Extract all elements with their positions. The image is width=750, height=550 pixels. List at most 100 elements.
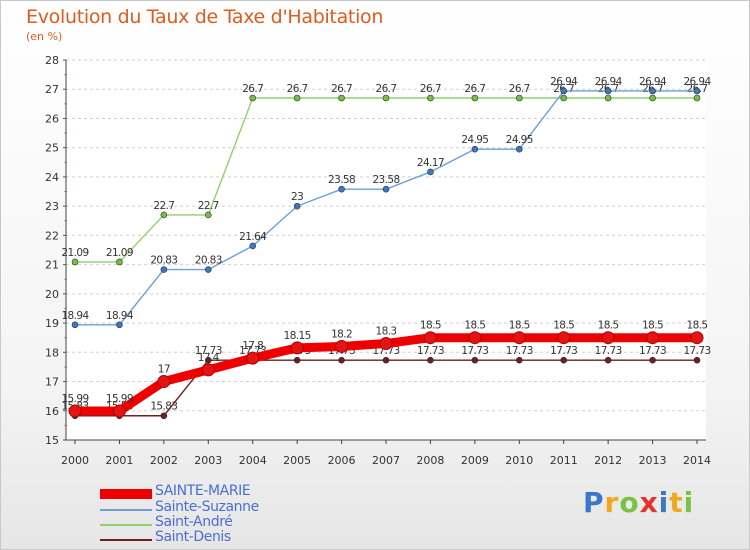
data-label-saint-andre: 26.7	[242, 83, 263, 95]
y-tick-label: 23	[45, 200, 59, 213]
data-point-sainte-marie	[512, 331, 526, 345]
y-tick-label: 24	[45, 171, 59, 184]
data-label-sainte-marie: 18.5	[464, 320, 485, 332]
data-point-sainte-suzanne	[515, 145, 523, 153]
data-label-saint-andre: 26.7	[420, 83, 441, 95]
data-point-sainte-suzanne	[427, 168, 434, 176]
y-tick-label: 18	[45, 346, 59, 359]
data-point-saint-denis	[204, 356, 212, 364]
data-label-sainte-suzanne: 26.94	[683, 76, 711, 88]
data-label-sainte-marie: 18.5	[687, 320, 708, 332]
data-label-sainte-marie: 18.5	[509, 320, 530, 332]
data-point-saint-denis	[382, 356, 390, 364]
data-label-saint-denis: 17.73	[639, 345, 666, 357]
data-point-saint-andre	[338, 94, 345, 102]
data-label-saint-andre: 26.7	[464, 83, 485, 95]
data-label-sainte-suzanne: 24.95	[506, 134, 533, 146]
data-point-saint-andre	[249, 94, 257, 102]
x-tick-label: 2011	[550, 454, 578, 467]
logo-letter: t	[669, 486, 684, 519]
data-point-sainte-suzanne	[204, 266, 212, 273]
legend-swatch-saint-denis	[100, 539, 152, 541]
x-tick-label: 2000	[61, 454, 89, 467]
data-label-sainte-marie: 18.5	[598, 320, 619, 332]
data-label-sainte-marie: 15.99	[61, 393, 88, 405]
data-label-sainte-marie: 17	[158, 364, 170, 376]
data-point-saint-denis	[427, 356, 434, 364]
data-label-saint-denis: 17.73	[195, 345, 222, 357]
x-tick-label: 2005	[283, 454, 311, 467]
x-tick-label: 2012	[594, 454, 622, 467]
y-tick-label: 15	[45, 434, 59, 447]
data-label-sainte-suzanne: 26.94	[639, 76, 667, 88]
data-point-sainte-marie	[690, 331, 704, 345]
data-point-saint-denis	[293, 356, 301, 364]
y-tick-label: 20	[45, 288, 59, 301]
data-label-saint-andre: 21.09	[106, 247, 133, 259]
logo-letter: P	[583, 486, 605, 519]
data-point-saint-andre	[427, 94, 434, 102]
data-point-sainte-suzanne	[382, 185, 390, 193]
data-point-sainte-marie	[557, 331, 571, 345]
data-point-sainte-marie	[646, 331, 660, 345]
x-tick-label: 2006	[328, 454, 356, 467]
data-point-sainte-marie	[423, 331, 437, 345]
data-label-sainte-suzanne: 21.64	[239, 231, 267, 243]
data-label-sainte-suzanne: 26.94	[595, 76, 623, 88]
data-point-sainte-marie	[157, 375, 171, 389]
data-point-saint-denis	[560, 356, 568, 364]
data-label-saint-denis: 17.73	[506, 345, 533, 357]
proxiti-logo: Proxiti	[583, 486, 694, 519]
data-point-saint-denis	[693, 356, 701, 364]
y-tick-label: 26	[45, 112, 59, 125]
data-label-saint-denis: 17.73	[595, 345, 622, 357]
logo-letter: x	[639, 486, 659, 519]
data-point-saint-denis	[604, 356, 612, 364]
data-point-saint-andre	[71, 258, 79, 266]
x-tick-label: 2001	[105, 454, 133, 467]
data-label-sainte-suzanne: 18.94	[106, 310, 134, 322]
x-tick-label: 2007	[372, 454, 400, 467]
logo-letter: r	[604, 486, 620, 519]
x-tick-label: 2002	[150, 454, 178, 467]
chart-title: Evolution du Taux de Taxe d'Habitation	[26, 6, 384, 28]
data-point-saint-andre	[604, 94, 612, 102]
y-tick-label: 16	[45, 405, 59, 418]
data-point-sainte-marie	[112, 404, 126, 418]
data-label-saint-denis: 15.83	[150, 401, 177, 413]
x-tick-label: 2014	[683, 454, 711, 467]
data-label-sainte-suzanne: 20.83	[150, 255, 177, 267]
data-point-sainte-suzanne	[604, 87, 612, 95]
logo-letter: i	[658, 486, 670, 519]
data-point-sainte-marie	[379, 337, 393, 351]
data-point-sainte-marie	[246, 351, 260, 365]
data-label-saint-andre: 26.7	[331, 83, 352, 95]
data-point-sainte-suzanne	[71, 321, 79, 329]
data-label-saint-denis: 17.73	[550, 345, 577, 357]
data-label-sainte-marie: 18.15	[284, 330, 311, 342]
data-label-sainte-marie: 17.8	[242, 340, 263, 352]
legend-label-saint-denis: Saint-Denis	[155, 529, 231, 545]
y-tick-label: 28	[45, 54, 59, 67]
data-label-sainte-marie: 18.2	[331, 328, 352, 340]
data-point-sainte-suzanne	[560, 87, 568, 95]
data-point-saint-andre	[515, 94, 523, 102]
legend-swatch-sainte-suzanne	[100, 509, 152, 511]
legend-swatch-sainte-marie	[100, 489, 152, 499]
data-label-sainte-suzanne: 24.95	[461, 134, 488, 146]
data-point-saint-andre	[693, 94, 701, 102]
data-point-sainte-marie	[335, 339, 349, 353]
data-label-sainte-marie: 17.4	[198, 352, 220, 364]
data-point-sainte-marie	[68, 404, 82, 418]
data-label-saint-denis: 17.73	[461, 345, 488, 357]
data-label-sainte-marie: 18.3	[376, 326, 397, 338]
legend-label-sainte-marie: SAINTE-MARIE	[155, 483, 251, 499]
data-label-saint-denis: 17.73	[683, 345, 710, 357]
chart-subtitle: (en %)	[26, 30, 63, 43]
data-point-saint-denis	[471, 356, 479, 364]
data-point-saint-denis	[338, 356, 345, 364]
legend-swatch-saint-andre	[100, 524, 152, 526]
legend-label-saint-andre: Saint-André	[155, 514, 233, 530]
data-point-sainte-marie	[468, 331, 482, 345]
